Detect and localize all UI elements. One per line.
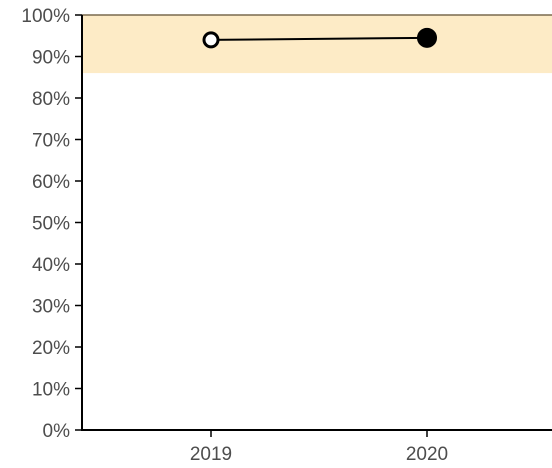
- y-tick-label: 0%: [43, 421, 71, 442]
- x-tick-label: 2020: [406, 444, 448, 465]
- y-tick-label: 80%: [32, 89, 70, 110]
- y-tick-label: 100%: [21, 6, 70, 27]
- series-line: [210, 36, 428, 41]
- y-tick-label: 50%: [32, 214, 70, 235]
- y-tick-label: 20%: [32, 338, 70, 359]
- series-layer: [202, 27, 437, 49]
- data-point-open: [202, 31, 220, 49]
- axes-layer: [75, 14, 552, 437]
- y-tick-label: 70%: [32, 131, 70, 152]
- y-tick-label: 30%: [32, 297, 70, 318]
- target-band-layer: [82, 14, 552, 74]
- y-tick-label: 60%: [32, 172, 70, 193]
- y-tick-label: 90%: [32, 48, 70, 69]
- target-band: [82, 15, 552, 74]
- x-tick-label: 2019: [190, 444, 232, 465]
- tick-labels-layer: 0% 10% 20% 30% 40% 50% 60% 70% 80% 90% 100% 2019 202…: [21, 6, 448, 465]
- data-point-filled: [417, 27, 437, 48]
- y-tick-label: 40%: [32, 255, 70, 276]
- y-tick-label: 10%: [32, 380, 70, 401]
